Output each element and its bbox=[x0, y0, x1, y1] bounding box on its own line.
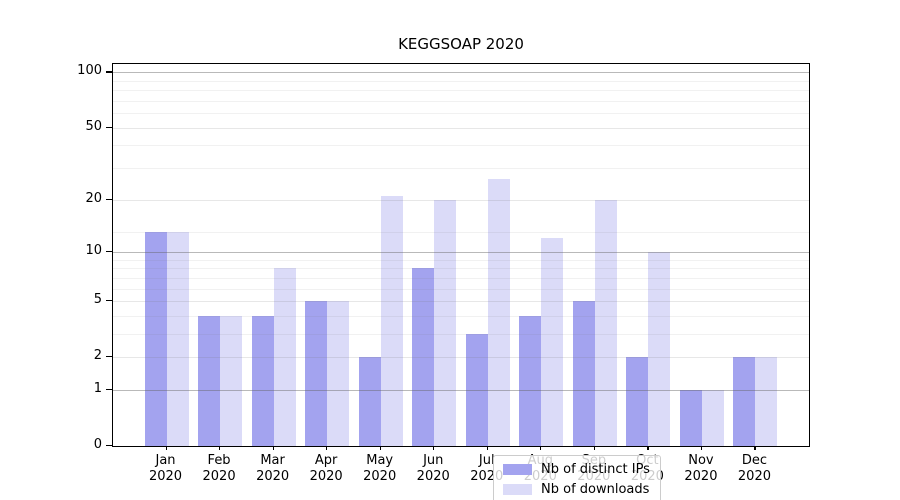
bar-downloads bbox=[434, 199, 457, 446]
x-axis-tick bbox=[754, 445, 756, 450]
chart-title: KEGGSOAP 2020 bbox=[398, 35, 524, 53]
bar-downloads bbox=[648, 251, 671, 446]
x-tick-label: May 2020 bbox=[363, 453, 397, 484]
x-axis-tick bbox=[486, 445, 488, 450]
gridline-decade bbox=[113, 72, 809, 74]
gridline-decade bbox=[113, 251, 809, 253]
x-axis-tick bbox=[272, 445, 274, 450]
bar-distinct-ips bbox=[144, 232, 167, 446]
gridline-major bbox=[113, 357, 809, 359]
bar-distinct-ips bbox=[358, 357, 381, 446]
y-axis-tick bbox=[106, 71, 112, 73]
y-axis-tick bbox=[106, 250, 112, 253]
bar-downloads bbox=[220, 315, 243, 446]
gridline-minor bbox=[113, 145, 809, 147]
x-tick-label: Feb 2020 bbox=[202, 453, 236, 484]
x-axis-tick bbox=[700, 445, 703, 450]
x-axis-tick bbox=[326, 445, 328, 450]
gridline-minor bbox=[113, 90, 809, 92]
bar-downloads bbox=[380, 195, 403, 446]
y-tick-label: 1 bbox=[93, 380, 102, 396]
legend-item-distinct-ips: Nb of distinct IPs bbox=[503, 462, 650, 477]
gridline-major bbox=[113, 300, 809, 302]
gridline-minor bbox=[113, 100, 809, 102]
legend-label-distinct-ips: Nb of distinct IPs bbox=[541, 462, 650, 477]
legend-label-downloads: Nb of downloads bbox=[541, 482, 650, 497]
x-tick-label: Mar 2020 bbox=[256, 453, 290, 484]
x-tick-label: Apr 2020 bbox=[309, 453, 343, 484]
bar-downloads bbox=[755, 357, 778, 446]
bar-distinct-ips bbox=[679, 389, 702, 446]
x-tick-label: Jun 2020 bbox=[416, 453, 450, 484]
bar-downloads bbox=[487, 179, 510, 446]
bar-distinct-ips bbox=[251, 315, 274, 446]
x-axis-tick bbox=[647, 445, 649, 450]
y-tick-label: 10 bbox=[85, 242, 102, 258]
bar-downloads bbox=[166, 232, 189, 446]
gridline-minor bbox=[113, 113, 809, 115]
bar-distinct-ips bbox=[572, 300, 595, 446]
gridline-minor bbox=[113, 259, 809, 261]
bar-distinct-ips bbox=[519, 315, 542, 446]
gridline-minor bbox=[113, 333, 809, 335]
y-axis-tick bbox=[106, 126, 112, 128]
gridline-minor bbox=[113, 268, 809, 270]
plot-layer bbox=[113, 64, 809, 446]
y-axis-tick bbox=[106, 198, 112, 200]
plot-area: Nb of distinct IPs Nb of downloads bbox=[112, 63, 810, 500]
x-axis-tick bbox=[540, 445, 542, 450]
gridline-minor bbox=[113, 168, 809, 169]
y-axis-tick bbox=[106, 356, 112, 358]
y-tick-label: 5 bbox=[93, 291, 102, 307]
bar-distinct-ips bbox=[198, 315, 221, 446]
legend-swatch-downloads bbox=[503, 484, 532, 495]
x-tick-label: Jan 2020 bbox=[148, 453, 183, 484]
x-axis-tick bbox=[593, 445, 596, 450]
bar-distinct-ips bbox=[305, 300, 328, 446]
bar-distinct-ips bbox=[626, 357, 649, 446]
gridline-minor bbox=[113, 232, 809, 234]
y-axis-tick bbox=[106, 299, 112, 302]
legend: Nb of distinct IPs Nb of downloads bbox=[493, 455, 661, 500]
bar-downloads bbox=[327, 300, 350, 446]
x-tick-label: Nov 2020 bbox=[684, 453, 718, 484]
x-tick-label: Dec 2020 bbox=[737, 453, 771, 484]
y-axis-tick bbox=[106, 445, 112, 447]
x-axis-tick bbox=[433, 445, 435, 450]
gridline-minor bbox=[113, 315, 809, 317]
bar-distinct-ips bbox=[412, 268, 435, 446]
legend-item-downloads: Nb of downloads bbox=[503, 482, 650, 497]
legend-swatch-distinct-ips bbox=[503, 464, 532, 475]
bar-downloads bbox=[541, 238, 564, 446]
y-tick-label: 2 bbox=[93, 348, 102, 364]
bar-downloads bbox=[701, 389, 724, 446]
x-axis-tick bbox=[165, 445, 167, 450]
bar-distinct-ips bbox=[733, 357, 756, 446]
gridline-major bbox=[113, 199, 809, 201]
y-axis-tick bbox=[106, 388, 112, 391]
bar-downloads bbox=[594, 199, 617, 446]
bar-downloads bbox=[273, 268, 296, 446]
bar-distinct-ips bbox=[465, 333, 488, 446]
gridline-decade bbox=[113, 389, 809, 391]
gridline-minor bbox=[113, 277, 809, 279]
x-axis-tick bbox=[219, 445, 221, 450]
y-tick-label: 0 bbox=[93, 437, 102, 452]
y-tick-label: 100 bbox=[77, 63, 102, 79]
gridline-minor bbox=[113, 80, 809, 82]
y-tick-label: 50 bbox=[85, 118, 102, 134]
gridline-minor bbox=[113, 288, 809, 290]
x-axis-tick bbox=[379, 445, 381, 450]
y-tick-label: 20 bbox=[85, 190, 102, 206]
gridline-major bbox=[113, 127, 809, 129]
